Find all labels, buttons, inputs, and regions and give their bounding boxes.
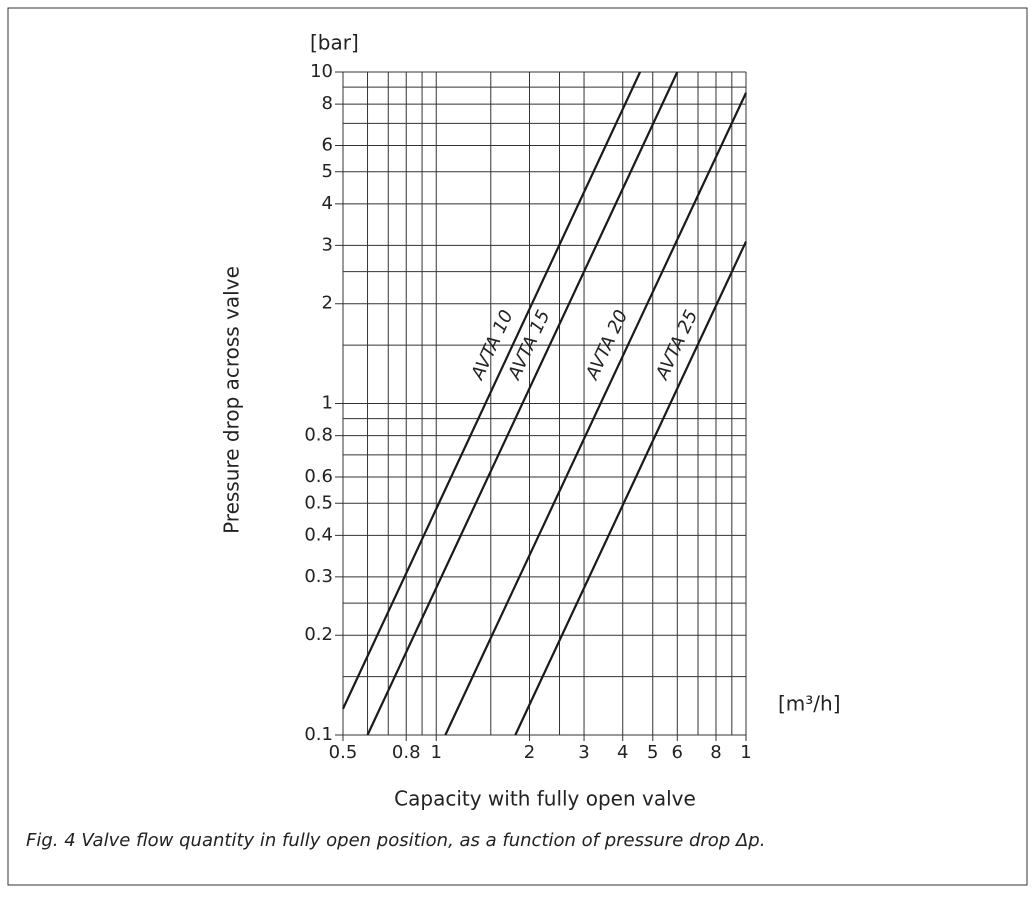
y-tick-label: 0.2 [304,624,333,645]
y-tick-label: 8 [322,93,333,114]
x-axis-label: Capacity with fully open valve [394,787,696,811]
frame [7,7,1028,886]
y-tick-label: 6 [322,135,333,156]
x-tick-label: 2 [524,742,535,763]
x-tick-label: 6 [672,742,683,763]
y-tick-label: 0.5 [304,492,333,513]
x-tick-label: 3 [578,742,589,763]
y-tick-label: 3 [322,234,333,255]
y-tick-label: 10 [310,61,333,82]
x-tick-label: 8 [710,742,721,763]
series-line [366,71,679,736]
x-tick-label: 1 [431,742,442,763]
y-tick-label: 0.4 [304,524,333,545]
x-tick-label: 0.5 [329,742,358,763]
caption: Fig. 4 Valve flow quantity in fully open… [26,830,765,851]
y-tick-label: 1 [322,393,333,414]
y-unit: [bar] [310,31,359,55]
y-tick-label: 0.3 [304,566,333,587]
x-tick-label: 1 [740,742,751,763]
x-unit: [m³/h] [778,692,841,716]
x-tick-label: 5 [647,742,658,763]
series-line [514,241,747,736]
series-line [342,71,642,710]
y-tick-label: 0.8 [304,425,333,446]
y-tick-label: 5 [322,161,333,182]
y-tick-label: 0.1 [304,724,333,745]
y-tick-label: 4 [322,193,333,214]
x-tick-label: 4 [617,742,628,763]
x-tick-label: 0.8 [392,742,421,763]
y-axis-label: Pressure drop across valve [220,266,244,534]
y-tick-label: 0.6 [304,466,333,487]
y-tick-label: 2 [322,293,333,314]
series-line [444,92,747,736]
